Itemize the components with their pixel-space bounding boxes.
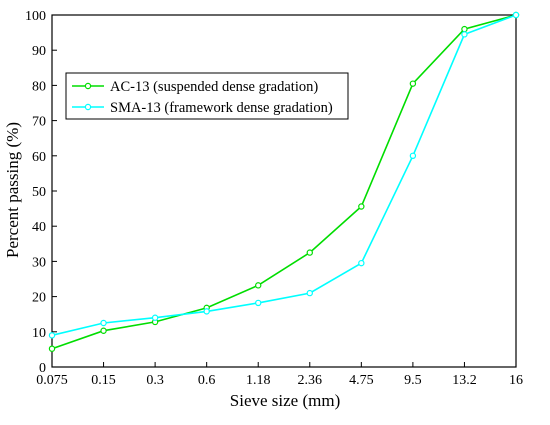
y-axis-label: Percent passing (%) bbox=[3, 122, 22, 258]
y-tick-label: 100 bbox=[25, 9, 46, 24]
data-point-s2-9 bbox=[461, 31, 468, 38]
data-point-s2-8 bbox=[409, 152, 417, 159]
x-tick-label: 9.5 bbox=[404, 373, 422, 388]
x-tick-label: 0.6 bbox=[198, 373, 216, 388]
x-tick-label: 4.75 bbox=[349, 373, 374, 388]
y-tick-label: 80 bbox=[32, 79, 46, 94]
series-line-2 bbox=[51, 14, 517, 337]
legend: AC-13 (suspended dense gradation) SMA-13 … bbox=[65, 72, 349, 120]
legend-marker-1 bbox=[84, 82, 92, 90]
data-point-s1-2 bbox=[100, 327, 107, 334]
y-tick-label: 30 bbox=[32, 255, 46, 270]
data-point-s2-1 bbox=[48, 332, 56, 339]
data-point-s1-9 bbox=[461, 25, 468, 33]
x-tick-label: 16 bbox=[509, 373, 523, 388]
legend-label-1: AC-13 (suspended dense gradation) bbox=[110, 79, 318, 95]
x-tick-label: 1.18 bbox=[246, 373, 271, 388]
data-point-s2-3 bbox=[151, 314, 159, 321]
data-point-s2-4 bbox=[203, 308, 210, 315]
y-tick-label: 50 bbox=[32, 185, 46, 200]
legend-box bbox=[65, 72, 349, 120]
y-tick-label: 70 bbox=[32, 115, 46, 130]
x-tick-label: 0.15 bbox=[91, 373, 116, 388]
y-tick-label: 90 bbox=[32, 44, 46, 59]
x-axis-label: Sieve size (mm) bbox=[230, 391, 340, 410]
legend-marker-2 bbox=[84, 103, 92, 111]
y-tick-label: 40 bbox=[32, 220, 46, 235]
y-tick-label: 10 bbox=[32, 326, 46, 341]
data-point-s1-8 bbox=[409, 80, 417, 87]
y-tick-label: 20 bbox=[32, 291, 46, 306]
x-tick-label: 0.075 bbox=[36, 373, 68, 388]
x-tick-label: 0.3 bbox=[146, 373, 164, 388]
data-point-s2-2 bbox=[100, 319, 107, 327]
data-point-s2-7 bbox=[358, 259, 365, 267]
data-point-s1-7 bbox=[358, 203, 365, 210]
x-tick-label: 13.2 bbox=[452, 373, 477, 388]
data-point-s2-5 bbox=[255, 299, 262, 307]
y-tick-label: 0 bbox=[39, 361, 46, 376]
x-tick-label: 2.36 bbox=[298, 373, 323, 388]
plot-frame bbox=[51, 14, 517, 368]
data-point-s1-6 bbox=[306, 249, 313, 256]
series-line-1 bbox=[51, 14, 517, 350]
legend-label-2: SMA-13 (framework dense gradation) bbox=[110, 100, 333, 116]
data-point-s1-1 bbox=[48, 345, 56, 352]
data-point-s2-10 bbox=[512, 11, 520, 19]
data-point-s2-6 bbox=[306, 289, 313, 297]
data-point-s1-5 bbox=[255, 282, 262, 289]
y-tick-label: 60 bbox=[32, 150, 46, 165]
